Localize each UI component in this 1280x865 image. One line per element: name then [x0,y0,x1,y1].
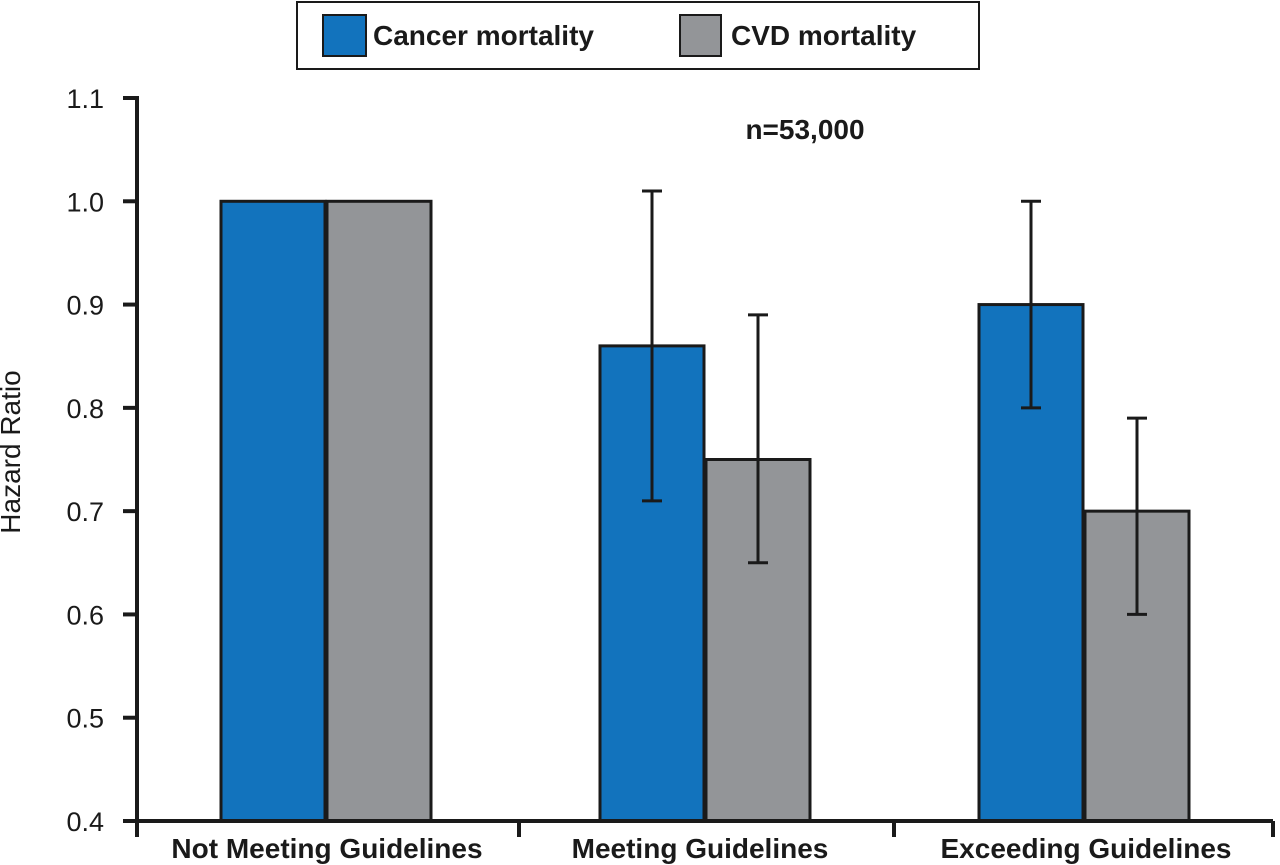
y-tick-label: 0.4 [66,807,104,837]
y-tick-label: 0.8 [66,394,104,424]
x-category-label: Not Meeting Guidelines [171,833,482,864]
legend: Cancer mortality CVD mortality [296,1,980,70]
legend-frame [296,1,980,70]
legend-swatch-cvd [679,14,722,57]
legend-swatch-cancer [322,14,367,57]
bar-cancer-0 [219,199,327,823]
x-category-label: Exceeding Guidelines [941,833,1232,864]
bar-cvd-0 [325,199,433,823]
y-axis-title: Hazard Ratio [0,370,26,533]
y-tick-label: 1.1 [66,84,104,114]
bars [219,199,1191,823]
sample-size-annotation: n=53,000 [745,114,864,145]
y-axis-ticks: 0.4 0.5 0.6 0.7 0.8 0.9 1.0 1.1 [66,84,137,837]
y-tick-label: 0.6 [66,600,104,630]
y-tick-label: 0.9 [66,291,104,321]
bar-cancer-2 [977,303,1085,823]
x-axis-ticks: Not Meeting Guidelines Meeting Guidelines… [135,821,1275,864]
legend-label-cvd: CVD mortality [731,20,917,51]
y-tick-label: 0.7 [66,497,104,527]
legend-label-cancer: Cancer mortality [373,20,594,51]
y-tick-label: 0.5 [66,704,104,734]
x-category-label: Meeting Guidelines [572,833,829,864]
error-bars [642,189,1147,616]
y-tick-label: 1.0 [66,187,104,217]
